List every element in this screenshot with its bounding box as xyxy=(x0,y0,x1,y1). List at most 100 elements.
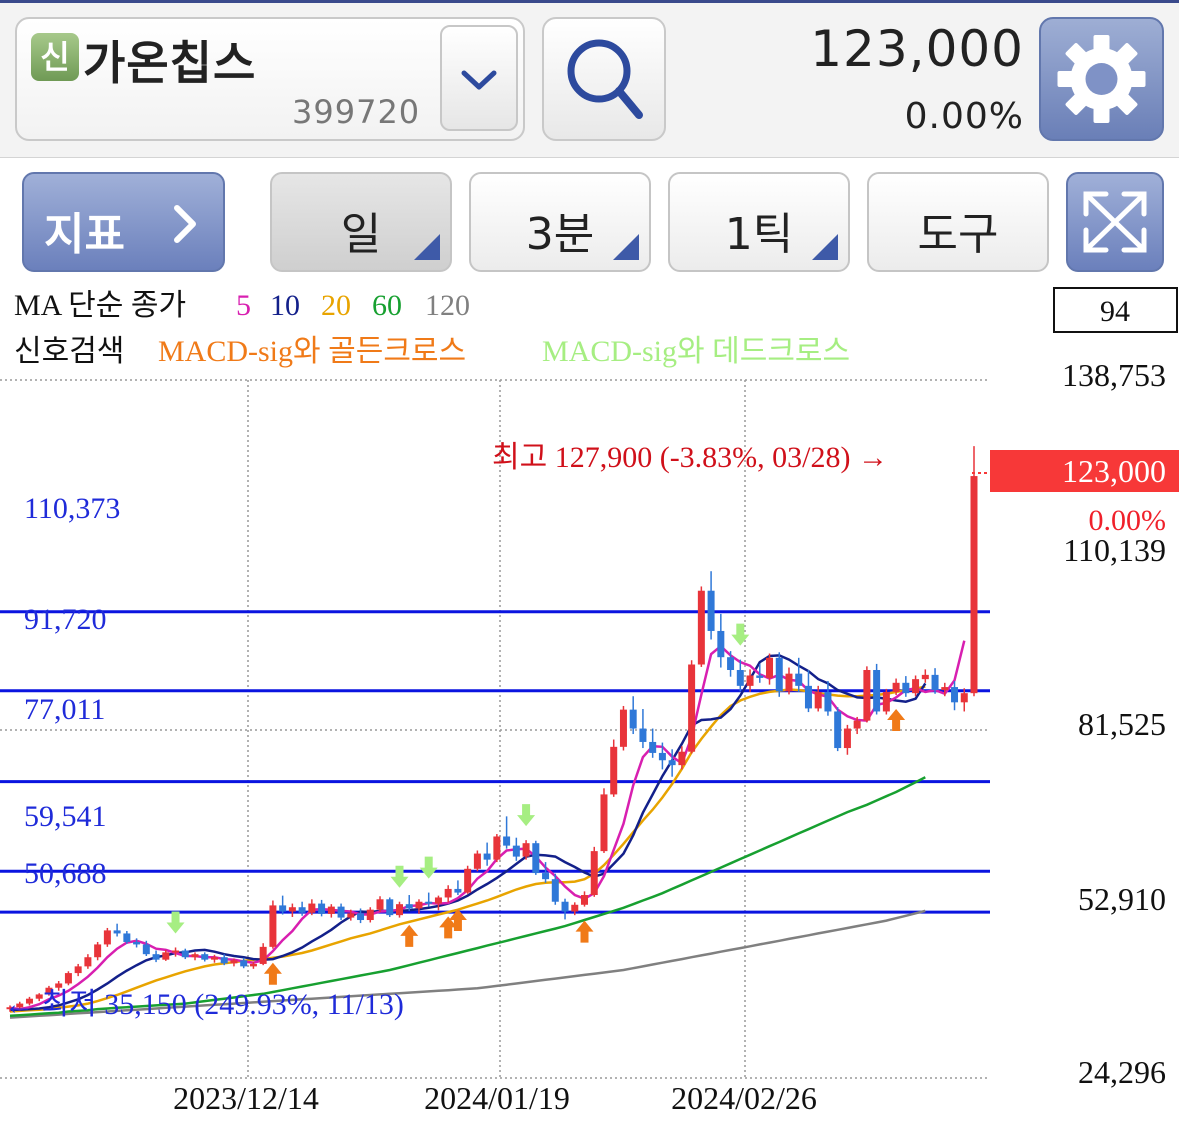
current-price: 123,000 xyxy=(810,20,1024,78)
signal-legend-title: 신호검색 xyxy=(14,335,124,368)
visible-count-box[interactable] xyxy=(1053,287,1178,333)
ma120-legend: 120 xyxy=(425,289,470,322)
candle-body xyxy=(444,888,452,898)
candle-body xyxy=(337,906,345,918)
candle-body xyxy=(201,954,209,960)
candle-body xyxy=(395,904,403,916)
candle-body xyxy=(746,675,754,686)
candle-body xyxy=(649,741,657,753)
candle-body xyxy=(113,930,121,934)
candlesticks xyxy=(6,446,978,1012)
candle-body xyxy=(240,960,248,967)
dead-cross-arrow xyxy=(390,865,409,888)
candle-body xyxy=(230,960,238,964)
candle-body xyxy=(172,950,180,953)
candle-body xyxy=(318,903,326,914)
candle-body xyxy=(707,590,715,631)
search-button[interactable] xyxy=(542,17,666,141)
candle-body xyxy=(386,899,394,916)
credit-badge: 신 xyxy=(31,33,79,81)
candle-body xyxy=(619,709,627,747)
hline-label: 91,720 xyxy=(24,603,107,636)
candle-body xyxy=(210,957,218,960)
dead-cross-arrow xyxy=(419,856,438,879)
fullscreen-button[interactable] xyxy=(1066,172,1164,272)
price-chart[interactable]: MA 단순 종가 5 10 20 60 120 신호검색 MACD-sig와 골… xyxy=(0,283,1179,1122)
candle-body xyxy=(912,679,920,694)
visible-count: 94 xyxy=(1100,295,1130,328)
candle-body xyxy=(921,674,929,680)
candle-body xyxy=(600,794,608,852)
candle-body xyxy=(405,904,413,909)
period-day-button[interactable]: 일 xyxy=(270,172,452,272)
expand-icon xyxy=(1083,191,1147,253)
candle-body xyxy=(512,845,520,857)
settings-button[interactable] xyxy=(1039,17,1164,141)
candle-body xyxy=(697,590,705,665)
y-axis-label: 110,139 xyxy=(1063,532,1166,568)
period-tick-button[interactable]: 1틱 xyxy=(668,172,850,272)
candle-body xyxy=(45,987,53,995)
horizontal-lines xyxy=(0,610,990,914)
y-axis-label: 138,753 xyxy=(1062,357,1166,393)
candle-body xyxy=(483,853,491,860)
golden-cross-arrow xyxy=(400,924,419,947)
candle-body xyxy=(561,901,569,912)
candle-body xyxy=(191,954,199,958)
candle-body xyxy=(795,673,803,686)
candle-body xyxy=(162,952,170,960)
candle-body xyxy=(55,983,63,988)
candle-body xyxy=(64,973,72,984)
ma-legend-title: MA 단순 종가 xyxy=(14,289,186,322)
ma10-line xyxy=(10,654,927,1011)
ma20-legend: 20 xyxy=(321,289,351,322)
hline-label: 110,373 xyxy=(24,492,120,525)
candle-body xyxy=(376,899,384,910)
candle-body xyxy=(941,687,949,691)
indicator-label: 지표 xyxy=(44,209,125,260)
candle-body xyxy=(824,691,832,712)
candle-body xyxy=(473,853,481,869)
dead-cross-arrow xyxy=(731,623,750,646)
stock-name: 가온칩스 xyxy=(83,36,257,90)
top-accent-line xyxy=(0,0,1179,3)
candle-body xyxy=(308,903,316,913)
signal-arrows xyxy=(166,623,906,985)
current-change-text: 0.00% xyxy=(1089,504,1167,537)
candle-body xyxy=(843,728,851,749)
low-annotation: ← 최저 35,150 (249.93%, 11/13) xyxy=(4,988,404,1021)
candle-body xyxy=(259,946,267,964)
hline-label: 77,011 xyxy=(24,693,105,726)
search-icon xyxy=(567,39,643,119)
candle-body xyxy=(84,957,92,967)
candle-body xyxy=(269,905,277,947)
dropdown-corner-icon xyxy=(812,234,838,260)
golden-cross-arrow xyxy=(448,909,467,932)
ma120-line xyxy=(9,909,926,1019)
golden-cross-legend: MACD-sig와 골든크로스 xyxy=(158,335,466,368)
indicator-button[interactable]: 지표 xyxy=(22,172,225,272)
candle-body xyxy=(717,630,725,658)
ma60-legend: 60 xyxy=(372,289,402,322)
tools-button[interactable]: 도구 xyxy=(867,172,1049,272)
candle-body xyxy=(35,994,43,999)
candle-body xyxy=(785,673,793,692)
candle-body xyxy=(766,657,774,678)
candle-body xyxy=(152,954,160,960)
candle-body xyxy=(249,963,257,967)
dead-cross-arrow xyxy=(517,804,536,827)
period-minute-label: 3분 xyxy=(525,209,595,260)
chart-canvas[interactable]: MA 단순 종가 5 10 20 60 120 신호검색 MACD-sig와 골… xyxy=(0,283,1179,1122)
candle-body xyxy=(288,907,296,912)
stock-dropdown-button[interactable] xyxy=(440,25,518,131)
hline-label: 50,688 xyxy=(24,857,107,890)
candle-body xyxy=(16,1003,24,1008)
stock-selector[interactable]: 신 가온칩스 399720 xyxy=(15,17,525,141)
period-minute-button[interactable]: 3분 xyxy=(469,172,651,272)
stock-code: 399720 xyxy=(292,93,421,131)
candle-body xyxy=(366,909,374,921)
ma10-legend: 10 xyxy=(270,289,300,322)
candle-body xyxy=(454,888,462,893)
candle-body xyxy=(220,957,228,964)
dropdown-corner-icon xyxy=(613,234,639,260)
